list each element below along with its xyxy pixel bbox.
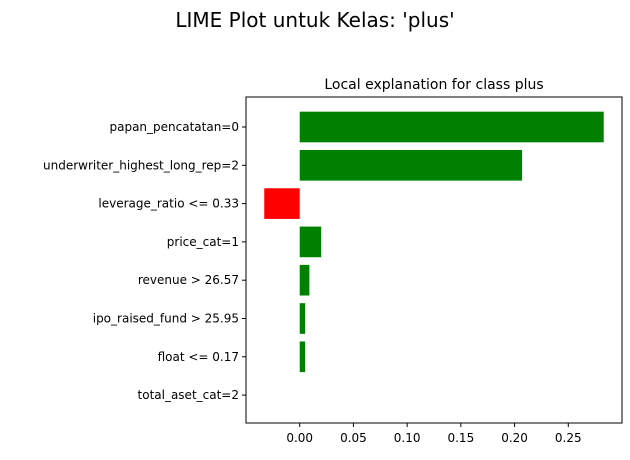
x-tick-label: 0.25	[555, 431, 582, 445]
y-tick-label: total_aset_cat=2	[138, 388, 239, 402]
x-tick-label: 0.10	[394, 431, 421, 445]
bar-2	[299, 149, 523, 181]
bar-1	[299, 111, 604, 143]
plot-frame	[245, 96, 623, 424]
bar-6	[299, 303, 306, 334]
figure-suptitle: LIME Plot untuk Kelas: 'plus'	[175, 8, 454, 32]
x-tick-label: 0.05	[340, 431, 367, 445]
y-tick-label: underwriter_highest_long_rep=2	[43, 158, 239, 172]
x-tick-label: 0.15	[447, 431, 474, 445]
bar-4	[299, 226, 322, 258]
y-tick-label: revenue > 26.57	[138, 273, 239, 287]
y-tick-label: papan_pencatatan=0	[109, 120, 239, 134]
y-tick-label: leverage_ratio <= 0.33	[98, 197, 239, 211]
x-tick-label: 0.00	[286, 431, 313, 445]
y-axis-ticks: papan_pencatatan=0 underwriter_highest_lo…	[43, 120, 246, 402]
bar-3	[264, 188, 300, 219]
bar-5	[299, 264, 310, 296]
y-tick-label: price_cat=1	[167, 235, 239, 249]
x-tick-label: 0.20	[501, 431, 528, 445]
y-tick-label: ipo_raised_fund > 25.95	[93, 312, 239, 326]
chart-title: Local explanation for class plus	[324, 77, 543, 93]
y-tick-label: float <= 0.17	[158, 350, 239, 364]
x-axis-ticks: 0.00 0.05 0.10 0.15 0.20 0.25	[286, 423, 582, 445]
bar-7	[299, 341, 306, 373]
bars-layer	[264, 111, 604, 373]
